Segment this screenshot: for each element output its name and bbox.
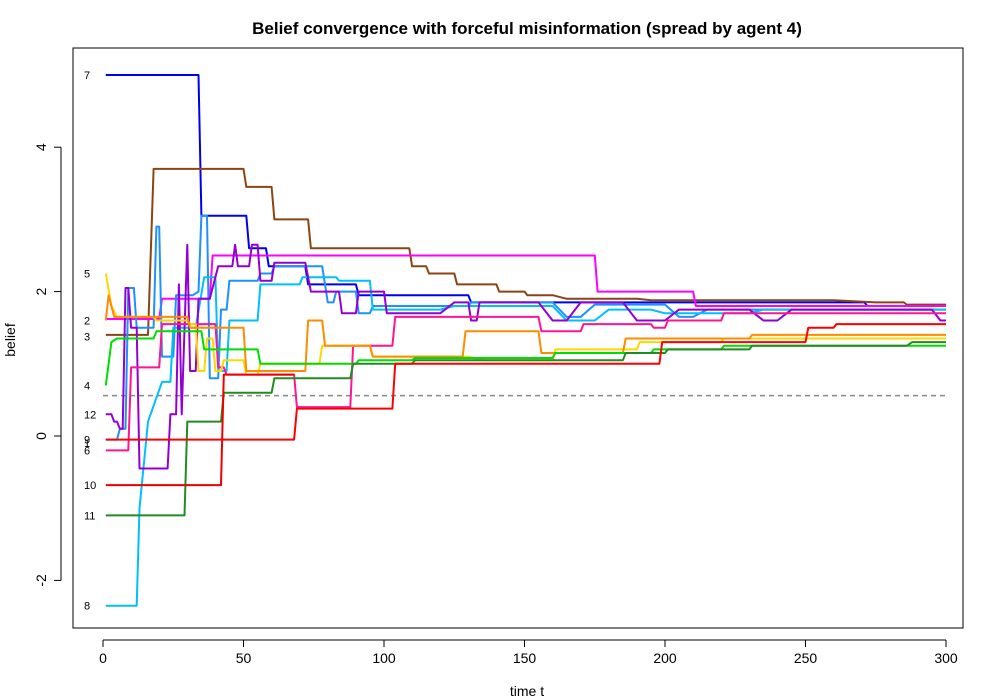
agent-label: 2	[84, 315, 90, 327]
series-line-10	[104, 330, 946, 386]
agent-label: 4	[84, 380, 90, 392]
agent-label: 11	[84, 510, 95, 522]
agent-label: 12	[84, 409, 96, 421]
y-tick-label: 0	[33, 432, 49, 440]
agent-label: 10	[84, 480, 96, 492]
series-line-12	[105, 323, 946, 441]
agent-label: 9	[84, 435, 90, 447]
series-line-1	[105, 74, 946, 307]
x-tick-label: 150	[513, 650, 537, 666]
y-tick-label: 2	[33, 287, 49, 295]
series-line-13	[105, 373, 295, 487]
x-axis: 0 50 100 150 200 250 300	[99, 639, 958, 666]
x-tick-label: 300	[934, 650, 958, 666]
series-line-6	[105, 243, 946, 470]
x-tick-label: 50	[236, 650, 252, 666]
series-group	[104, 74, 946, 607]
agent-label: 1	[84, 438, 90, 450]
y-tick-label: 4	[33, 143, 49, 151]
y-axis: -2 0 2 4	[33, 143, 62, 587]
agent-label: 8	[84, 601, 90, 613]
series-line-4	[105, 214, 946, 441]
series-line-9	[104, 294, 946, 372]
x-tick-label: 250	[794, 650, 818, 666]
y-tick-label: -2	[33, 574, 49, 587]
chart-title: Belief convergence with forceful misinfo…	[252, 19, 802, 38]
agent-label: 7	[84, 70, 90, 82]
y-axis-label: belief	[2, 323, 18, 357]
agent-label: 5	[84, 269, 90, 281]
series-line-5	[105, 276, 946, 607]
series-line-2	[105, 167, 946, 336]
series-line-11	[105, 341, 946, 517]
x-axis-label: time t	[510, 683, 544, 699]
x-tick-label: 0	[99, 650, 107, 666]
agent-label: 6	[84, 445, 90, 457]
x-tick-label: 200	[653, 650, 677, 666]
agent-labels: 7 5 2 3 4 12 916 10 11 8	[84, 70, 96, 613]
x-tick-label: 100	[372, 650, 396, 666]
agent-label: 3	[84, 331, 90, 343]
series-line-7	[105, 312, 946, 452]
plot-frame	[72, 47, 964, 629]
